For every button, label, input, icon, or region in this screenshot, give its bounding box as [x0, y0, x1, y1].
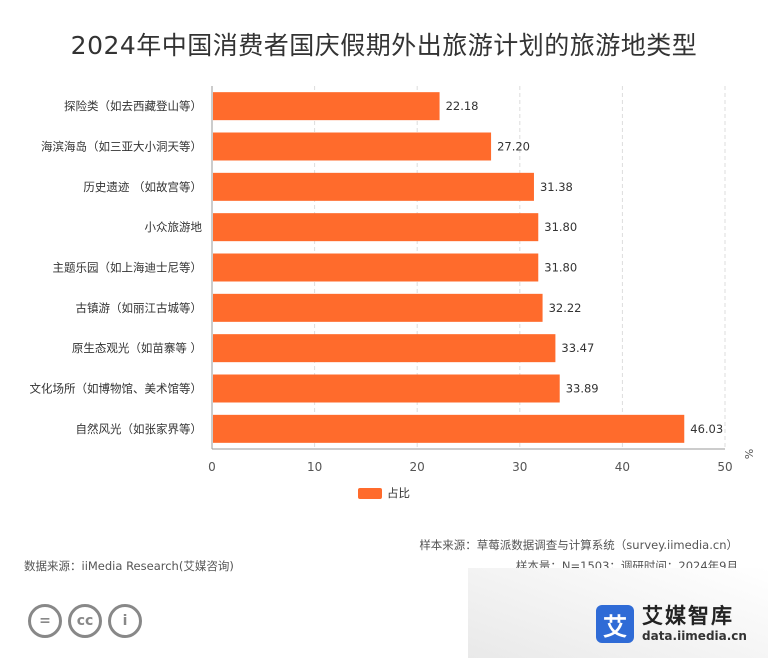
category-label: 文化场所（如博物馆、美术馆等）	[30, 382, 203, 396]
nd-icon: =	[28, 604, 62, 638]
x-tick-label: 20	[410, 460, 425, 474]
bar	[213, 293, 543, 322]
bar	[213, 374, 560, 403]
x-tick-label: 0	[208, 460, 216, 474]
brand-logo-icon: 艾	[596, 605, 634, 643]
value-label: 31.80	[544, 220, 577, 234]
bar	[213, 334, 556, 363]
legend-swatch	[358, 488, 382, 499]
x-axis-unit: %	[742, 449, 755, 459]
x-tick-label: 30	[512, 460, 527, 474]
category-label: 探险类（如去西藏登山等）	[64, 99, 202, 113]
value-label: 33.89	[566, 382, 599, 396]
value-label: 33.47	[561, 341, 594, 355]
cc-icon: cc	[68, 604, 102, 638]
sample-source: 样本来源：草莓派数据调查与计算系统（survey.iimedia.cn）	[419, 538, 738, 552]
brand-url: data.iimedia.cn	[642, 629, 747, 643]
bar	[213, 132, 492, 161]
category-label: 主题乐园（如上海迪士尼等）	[53, 261, 203, 275]
x-tick-label: 40	[615, 460, 630, 474]
legend-label: 占比	[387, 486, 410, 500]
bar-chart: 0 10 20 30 40 50% 探险类（如去西藏登山等） 22.18 海滨海岛（如三亚大小洞…	[30, 86, 755, 500]
value-label: 31.80	[544, 261, 577, 275]
bar	[213, 213, 539, 242]
brand-name: 艾媒智库	[642, 604, 734, 628]
category-label: 小众旅游地	[145, 220, 203, 234]
value-label: 31.38	[540, 180, 573, 194]
value-label: 46.03	[690, 422, 723, 436]
category-label: 海滨海岛（如三亚大小洞天等）	[41, 140, 202, 154]
bar	[213, 414, 685, 443]
category-label: 古镇游（如丽江古城等）	[76, 301, 203, 315]
attribution-icon: i	[108, 604, 142, 638]
value-label: 27.20	[497, 140, 530, 154]
bar	[213, 172, 534, 201]
x-tick-label: 10	[307, 460, 322, 474]
value-label: 32.22	[549, 301, 582, 315]
bar	[213, 92, 440, 121]
x-tick-label: 50	[717, 460, 732, 474]
chart-title: 2024年中国消费者国庆假期外出旅游计划的旅游地类型	[70, 31, 698, 60]
brand-logo-block: 艾 艾媒智库 data.iimedia.cn	[596, 604, 747, 644]
category-label: 历史遗迹 （如故宫等）	[83, 180, 202, 194]
bar	[213, 253, 539, 282]
category-label: 自然风光（如张家界等）	[76, 422, 203, 436]
value-label: 22.18	[446, 99, 479, 113]
category-label: 原生态观光（如苗寨等 ）	[72, 341, 202, 355]
data-source: 数据来源：iiMedia Research(艾媒咨询)	[24, 559, 234, 573]
license-icons: = cc i	[28, 604, 142, 638]
